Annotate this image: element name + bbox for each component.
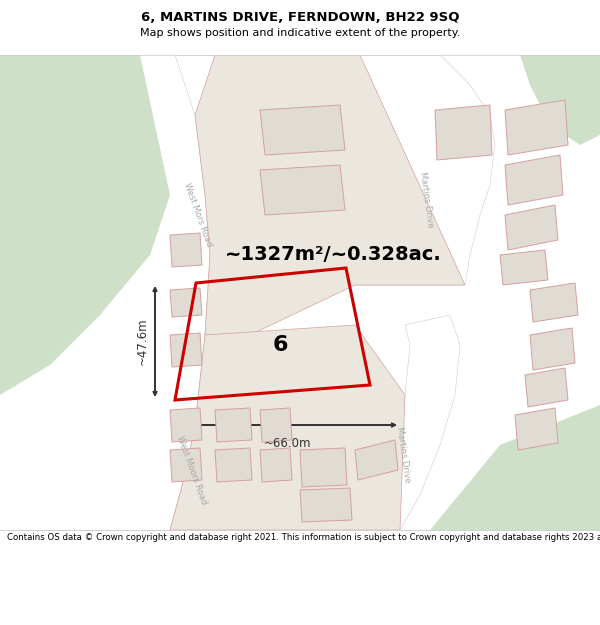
Polygon shape: [260, 165, 345, 215]
Text: Martins Drive: Martins Drive: [395, 426, 412, 484]
Text: West Moors Road: West Moors Road: [175, 434, 209, 506]
Polygon shape: [195, 55, 465, 335]
Polygon shape: [515, 408, 558, 450]
Text: Map shows position and indicative extent of the property.: Map shows position and indicative extent…: [140, 29, 460, 39]
Polygon shape: [505, 100, 568, 155]
Text: West Mors Road: West Mors Road: [182, 182, 214, 248]
Polygon shape: [215, 448, 252, 482]
Polygon shape: [505, 155, 563, 205]
Text: ~66.0m: ~66.0m: [264, 437, 311, 450]
Polygon shape: [360, 315, 460, 530]
Text: ~47.6m: ~47.6m: [136, 318, 149, 365]
Polygon shape: [215, 408, 252, 442]
Polygon shape: [505, 205, 558, 250]
Polygon shape: [530, 283, 578, 322]
Polygon shape: [215, 55, 375, 335]
Polygon shape: [300, 488, 352, 522]
Text: ~1327m²/~0.328ac.: ~1327m²/~0.328ac.: [225, 245, 442, 264]
Polygon shape: [0, 55, 170, 395]
Polygon shape: [260, 408, 292, 442]
Polygon shape: [500, 250, 548, 285]
Polygon shape: [170, 333, 202, 367]
Polygon shape: [430, 405, 600, 530]
Polygon shape: [170, 233, 202, 267]
Polygon shape: [435, 105, 492, 160]
Text: Contains OS data © Crown copyright and database right 2021. This information is : Contains OS data © Crown copyright and d…: [7, 533, 600, 542]
Polygon shape: [260, 105, 345, 155]
Polygon shape: [260, 448, 292, 482]
Polygon shape: [170, 288, 202, 317]
Polygon shape: [170, 55, 255, 530]
Text: 6, MARTINS DRIVE, FERNDOWN, BH22 9SQ: 6, MARTINS DRIVE, FERNDOWN, BH22 9SQ: [141, 11, 459, 24]
Polygon shape: [355, 55, 495, 285]
Polygon shape: [355, 440, 398, 480]
Polygon shape: [520, 55, 600, 145]
Polygon shape: [170, 325, 405, 530]
Polygon shape: [170, 408, 202, 442]
Polygon shape: [170, 448, 202, 482]
Polygon shape: [530, 328, 575, 370]
Polygon shape: [525, 368, 568, 407]
Text: 6: 6: [272, 335, 288, 355]
Polygon shape: [300, 448, 347, 487]
Text: Martins Drive: Martins Drive: [418, 171, 434, 229]
